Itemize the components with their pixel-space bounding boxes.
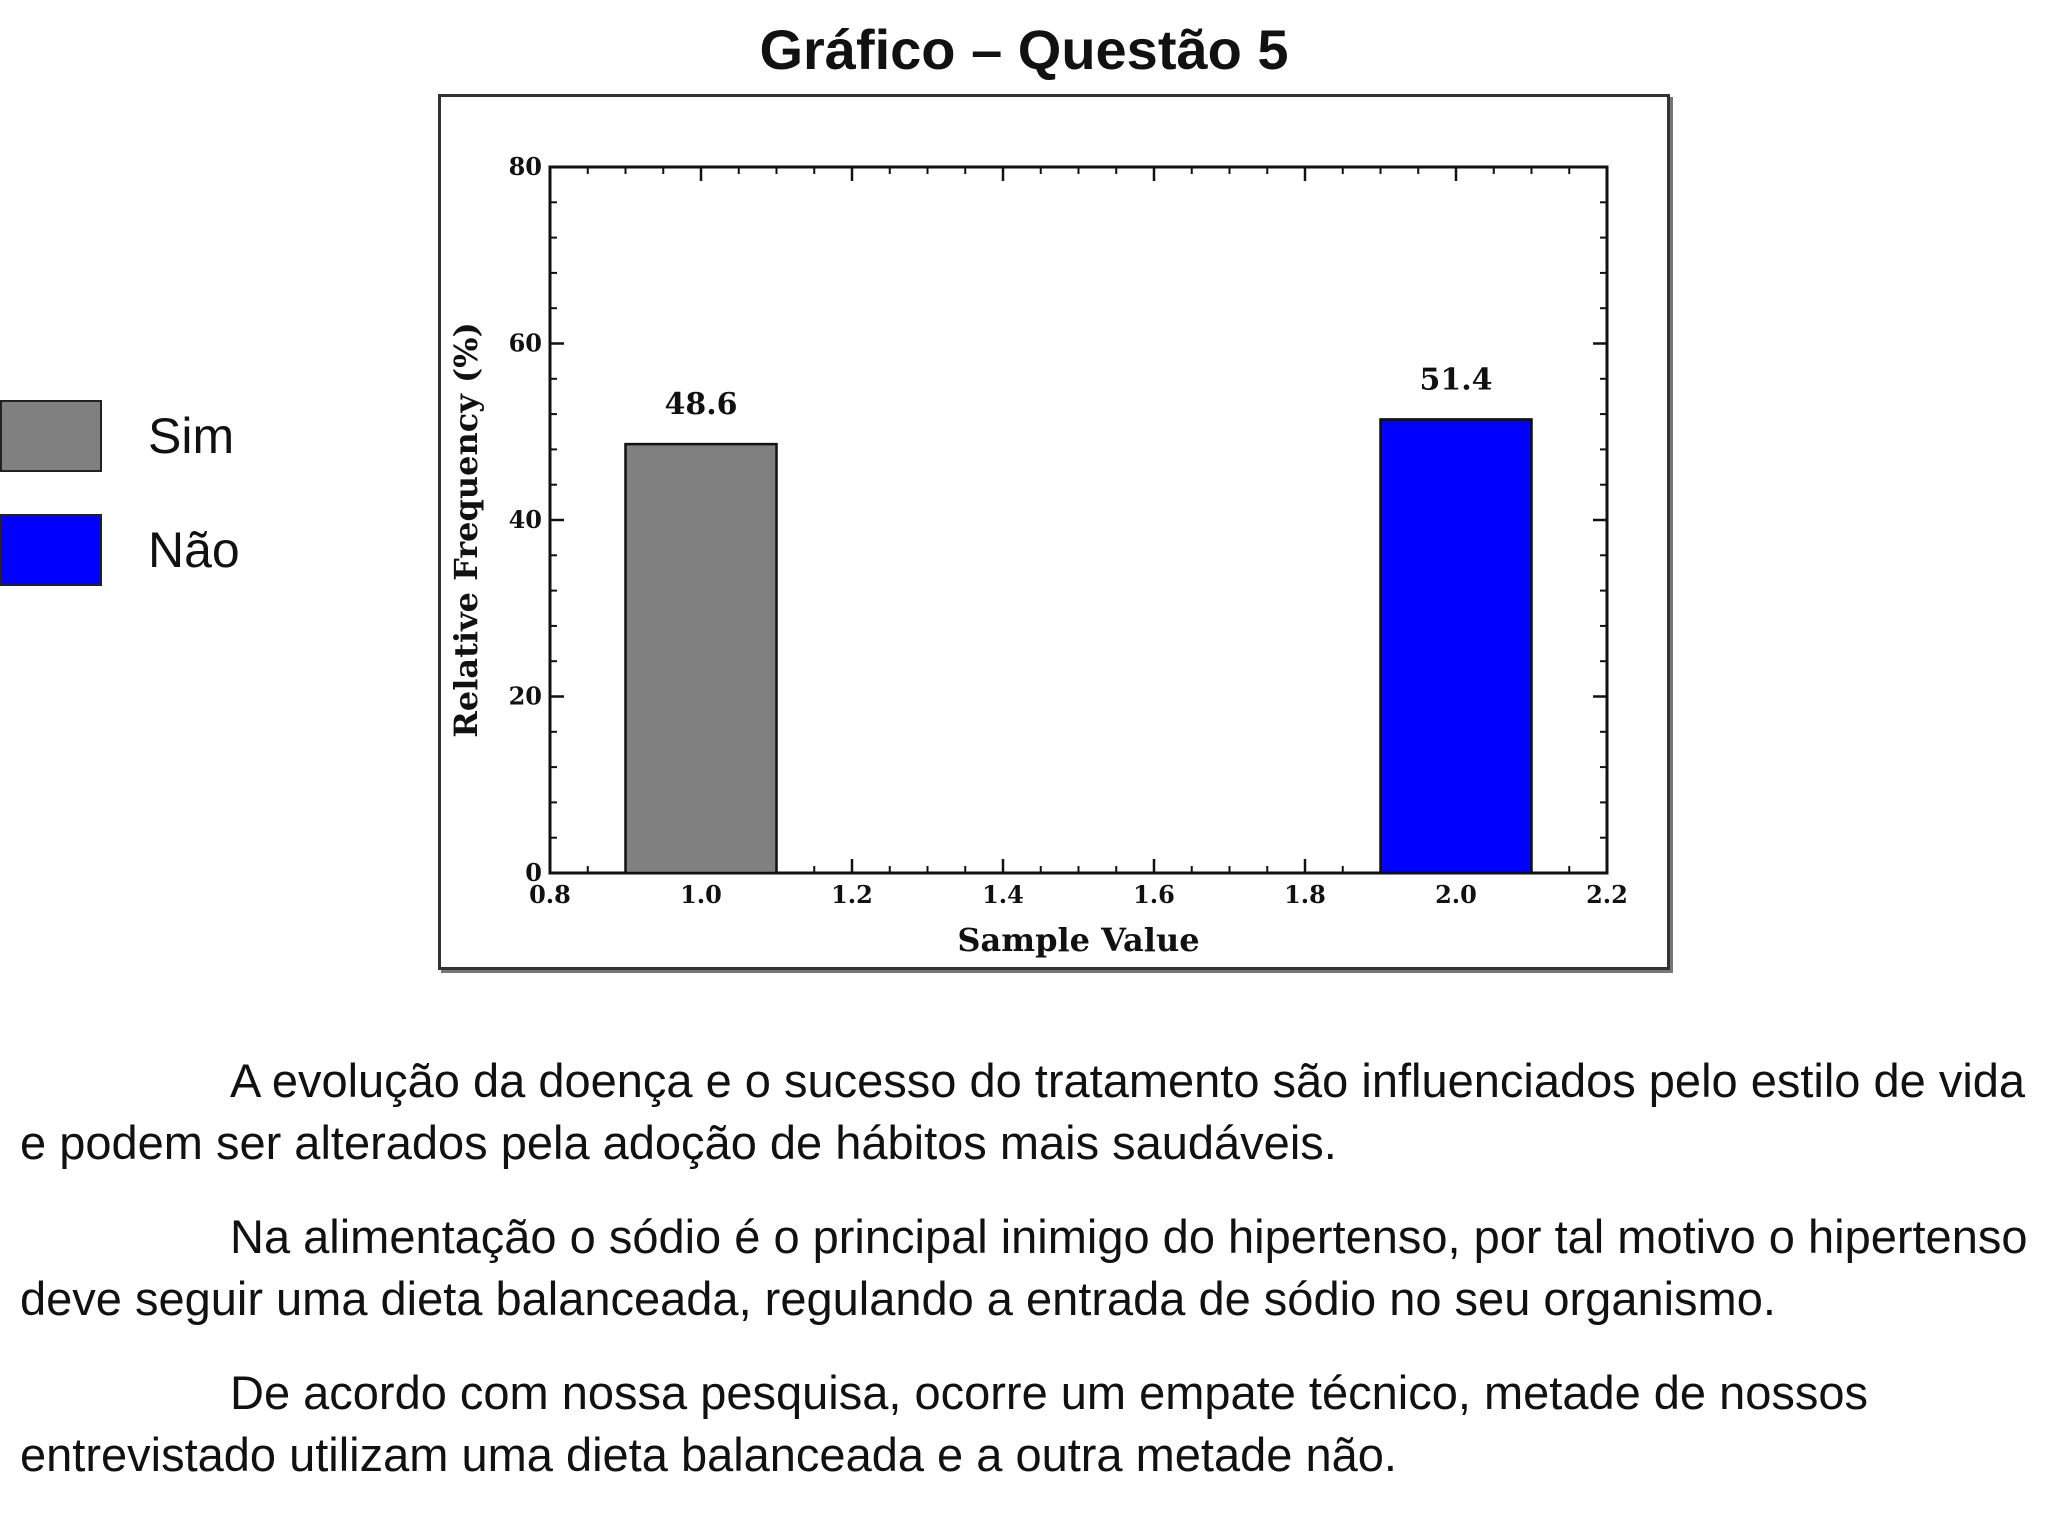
paragraph-3: De acordo com nossa pesquisa, ocorre um …: [20, 1366, 1869, 1481]
y-axis-label: Relative Frequency (%): [447, 322, 485, 737]
x-tick-label: 0.8: [529, 880, 571, 909]
x-tick-label: 1.0: [680, 880, 722, 909]
y-tick-label: 40: [509, 505, 542, 534]
x-tick-label: 1.4: [982, 880, 1024, 909]
legend-label-nao: Não: [148, 522, 240, 578]
x-tick-label: 2.0: [1435, 880, 1477, 909]
y-tick-label: 60: [509, 329, 542, 358]
bar-chart: 0.8 1.0 1.2 1.4 1.6 1.8 2.0 2.2 0 20 40 60 80 48.6 51.…: [447, 152, 1628, 959]
page-title: Gráfico – Questão 5: [759, 18, 1289, 81]
chart-frame: 0.8 1.0 1.2 1.4 1.6 1.8 2.0 2.2 0 20 40 60 80 48.6 51.…: [438, 94, 1670, 970]
x-tick-label: 1.8: [1284, 880, 1326, 909]
paragraph-2: Na alimentação o sódio é o principal ini…: [20, 1210, 2028, 1325]
y-tick-label: 0: [525, 858, 542, 887]
body-text: A evolução da doença e o sucesso do trat…: [20, 1050, 2030, 1518]
legend-item-nao: Não: [0, 514, 300, 594]
bar-sim: [624, 442, 778, 875]
legend-swatch-nao: [0, 514, 102, 586]
x-tick-label: 1.2: [831, 880, 873, 909]
bar-data-label: 51.4: [1419, 362, 1492, 397]
x-tick-label: 1.6: [1133, 880, 1175, 909]
legend-item-sim: Sim: [0, 400, 300, 480]
legend-swatch-sim: [0, 400, 102, 472]
y-tick-label: 20: [509, 682, 542, 711]
x-tick-label: 2.2: [1586, 880, 1628, 909]
x-axis-label: Sample Value: [957, 921, 1199, 959]
bar-nao: [1379, 418, 1533, 875]
y-tick-label: 80: [509, 152, 542, 181]
bar-data-label: 48.6: [664, 387, 737, 422]
paragraph-1: A evolução da doença e o sucesso do trat…: [20, 1054, 2026, 1169]
legend-label-sim: Sim: [148, 408, 235, 464]
